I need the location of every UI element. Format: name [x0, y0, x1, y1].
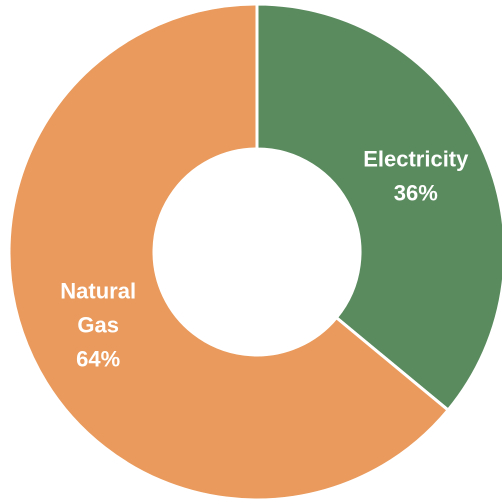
slices-group — [7, 2, 502, 502]
slice-0 — [255, 2, 502, 413]
slice-percent: 36% — [394, 180, 438, 205]
slice-label-1: Natural Gas 64% — [60, 279, 136, 372]
slice-1 — [7, 2, 451, 502]
slice-label-line: Gas — [77, 313, 119, 338]
slice-label-line: Natural — [60, 279, 136, 304]
slice-label-0: Electricity 36% — [363, 146, 469, 205]
slice-label-line: Electricity — [363, 146, 469, 171]
labels-group: Electricity 36% Natural Gas 64% — [60, 146, 469, 371]
slice-percent: 64% — [76, 347, 120, 372]
